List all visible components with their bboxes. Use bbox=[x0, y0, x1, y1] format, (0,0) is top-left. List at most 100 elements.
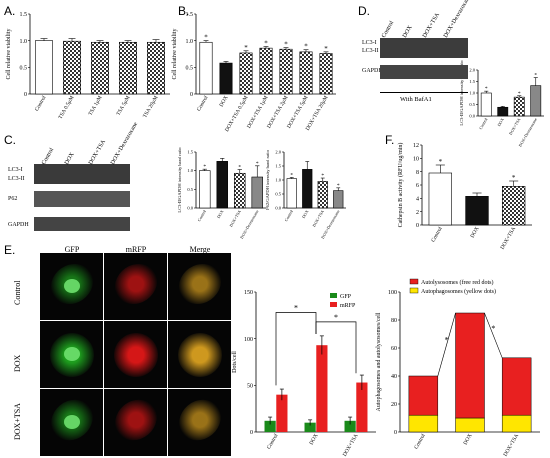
panel-label-a: A. bbox=[4, 4, 16, 18]
y-tick-label: 1.5 bbox=[469, 79, 475, 84]
blot-row-label: GAPDH bbox=[8, 222, 29, 228]
panel-label-d: D. bbox=[358, 4, 370, 18]
sig-star: * bbox=[518, 91, 521, 97]
micro-row-label: Control bbox=[13, 280, 22, 305]
y-tick-label: 1.0 bbox=[187, 168, 193, 173]
blot-row-label: LC3-I bbox=[8, 167, 23, 173]
bar bbox=[513, 96, 525, 117]
sig-star: * bbox=[324, 45, 328, 53]
y-tick-label: 0 bbox=[416, 223, 419, 229]
x-tick-label: DOX+TSA bbox=[342, 433, 360, 458]
bar bbox=[344, 420, 356, 432]
blot-footnote: With BafA1 bbox=[400, 96, 432, 103]
bar bbox=[333, 190, 344, 209]
bar bbox=[264, 420, 276, 432]
y-axis-label: Cell relative viability bbox=[6, 29, 12, 80]
legend-label: Autophagosomes (yellow dots) bbox=[421, 288, 496, 295]
micrograph bbox=[40, 253, 103, 320]
bar bbox=[147, 41, 165, 95]
y-tick-label: 1.5 bbox=[187, 150, 193, 155]
panel-label-e: E. bbox=[4, 243, 16, 257]
bar bbox=[119, 41, 137, 95]
x-tick-label: DOX+TSA bbox=[503, 433, 521, 458]
sig-star: * bbox=[485, 86, 488, 92]
y-tick-label: 8 bbox=[416, 170, 419, 176]
stacked-bar bbox=[455, 312, 485, 419]
bar bbox=[199, 41, 213, 95]
cell-body bbox=[110, 329, 162, 381]
y-tick-label: 100 bbox=[388, 290, 397, 296]
x-tick-label: Control bbox=[478, 116, 489, 130]
sig-star: * bbox=[290, 172, 293, 178]
micro-row-label: DOX+TSA bbox=[13, 403, 22, 440]
y-axis-label: Autophagosomes and autolysosomes/cell bbox=[376, 312, 382, 411]
blot-c: LC3-I LC3-II P62 GAPDH bbox=[4, 140, 130, 240]
y-tick-label: 1.5 bbox=[186, 12, 194, 18]
bar bbox=[497, 106, 509, 117]
bar bbox=[428, 172, 453, 226]
x-tick-label: DOX+Dexrazoxane bbox=[239, 209, 260, 240]
nucleus bbox=[64, 415, 80, 429]
sig-star: * bbox=[256, 161, 259, 167]
y-axis-label: Cathepsin B activity (RFU/ug/min) bbox=[397, 143, 404, 228]
y-tick-label: 60 bbox=[391, 346, 397, 352]
bar bbox=[35, 40, 53, 95]
stacked-bar bbox=[501, 357, 532, 416]
bar bbox=[216, 161, 228, 209]
legend-swatch bbox=[409, 287, 419, 294]
sig-bracket bbox=[315, 321, 357, 374]
x-tick-label: DOX+TSA 2μM bbox=[266, 95, 289, 130]
x-tick-label: DOX bbox=[496, 117, 505, 127]
bar bbox=[251, 176, 263, 209]
stacked-bar bbox=[408, 375, 439, 416]
bar bbox=[279, 48, 293, 95]
cell-body bbox=[106, 391, 166, 449]
y-tick-label: 2 bbox=[416, 210, 419, 216]
y-tick-label: 0.0 bbox=[187, 206, 193, 211]
nucleus bbox=[64, 347, 80, 361]
sig-star: * bbox=[439, 158, 443, 166]
cell-body bbox=[171, 255, 229, 313]
x-tick-label: DOX+TSA bbox=[228, 209, 242, 228]
x-tick-label: DOX+TSA 20μM bbox=[305, 95, 330, 132]
bar bbox=[259, 47, 273, 95]
y-tick-label: 1.5 bbox=[275, 164, 281, 169]
x-tick-label: DOX+TSA 5μM bbox=[286, 95, 309, 130]
bar bbox=[239, 52, 253, 95]
sig-star: * bbox=[284, 41, 288, 49]
bar bbox=[317, 181, 328, 209]
bar bbox=[304, 422, 316, 432]
bar bbox=[286, 178, 297, 209]
x-tick-label: DOX+TSA bbox=[311, 209, 325, 228]
sig-star: * bbox=[321, 173, 324, 179]
bar bbox=[316, 345, 328, 432]
x-tick-label: TSA 1μM bbox=[88, 95, 104, 117]
micro-col-label: GFP bbox=[64, 245, 80, 254]
micrograph bbox=[104, 321, 167, 388]
bar bbox=[480, 92, 492, 117]
blot-p62 bbox=[34, 191, 130, 207]
micrograph bbox=[168, 389, 231, 456]
y-tick-label: 2.0 bbox=[469, 68, 475, 73]
blot-row-label: LC3-II bbox=[8, 176, 25, 182]
y-tick-label: 0.5 bbox=[469, 102, 475, 107]
x-tick-label: Control bbox=[196, 95, 210, 113]
y-tick-label: 2.0 bbox=[275, 150, 281, 155]
y-tick-label: 0.0 bbox=[275, 206, 281, 211]
y-tick-label: 0 bbox=[24, 92, 27, 98]
sig-star: * bbox=[491, 324, 495, 333]
y-tick-label: 40 bbox=[391, 374, 397, 380]
bar bbox=[319, 53, 333, 95]
y-tick-label: 4 bbox=[416, 196, 419, 202]
bar bbox=[91, 41, 109, 95]
sig-bracket bbox=[275, 312, 317, 386]
x-tick-label: DOX bbox=[469, 226, 480, 239]
panel-label-f: F. bbox=[385, 133, 395, 147]
sig-star: * bbox=[238, 165, 241, 171]
y-tick-label: 150 bbox=[244, 290, 253, 296]
x-tick-label: DOX bbox=[218, 95, 229, 108]
legend-label: Autolysosomes (free red dots) bbox=[421, 279, 493, 286]
x-tick-label: DOX+TSA 1μM bbox=[246, 95, 269, 130]
sig-star: * bbox=[244, 44, 248, 52]
